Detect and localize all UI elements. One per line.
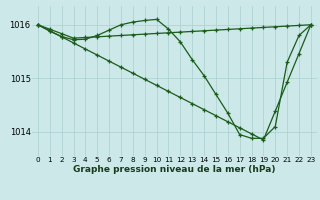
X-axis label: Graphe pression niveau de la mer (hPa): Graphe pression niveau de la mer (hPa)	[73, 165, 276, 174]
